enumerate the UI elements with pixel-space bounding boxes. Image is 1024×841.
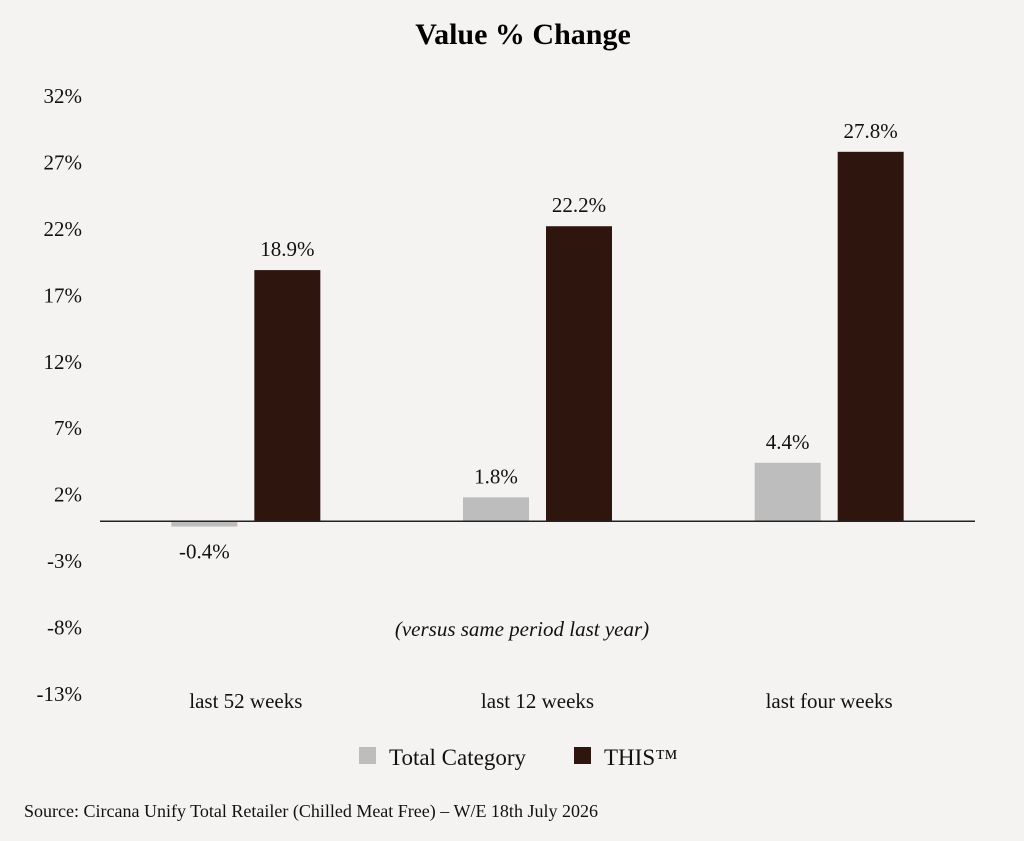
y-tick-label: 7% [54, 416, 82, 440]
bar-total-category-1 [171, 521, 238, 527]
y-tick-label: 12% [44, 350, 83, 374]
category-label: last 12 weeks [481, 689, 594, 713]
source-note: Source: Circana Unify Total Retailer (Ch… [24, 801, 598, 822]
y-tick-label: 2% [54, 483, 82, 507]
bar-total-category-3 [754, 462, 821, 522]
y-tick-label: -3% [47, 549, 82, 573]
data-label: -0.4% [179, 540, 230, 564]
y-tick-label: 27% [44, 150, 83, 174]
category-label: last four weeks [766, 689, 893, 713]
y-tick-label: 22% [44, 217, 83, 241]
data-label: 22.2% [552, 193, 606, 217]
chart-title: Value % Change [415, 18, 631, 51]
y-tick-label: -8% [47, 616, 82, 640]
comparison-note: (versus same period last year) [395, 617, 649, 641]
bar-total-category-2 [463, 497, 529, 522]
legend-swatch-this [574, 747, 591, 764]
legend-swatch-total-category [359, 747, 376, 764]
category-labels: last 52 weeks last 12 weeks last four week… [189, 689, 892, 713]
data-labels-group: -0.4% 18.9% 1.8% 22.2% 4.4% 27.8% [179, 119, 898, 564]
data-label: 4.4% [766, 430, 810, 454]
legend-label-this: THIS™ [604, 745, 678, 770]
data-label: 27.8% [844, 119, 898, 143]
legend-label-total-category: Total Category [389, 745, 526, 770]
y-tick-label: 32% [44, 84, 83, 108]
y-tick-label: -13% [37, 682, 83, 706]
data-label: 1.8% [474, 464, 518, 488]
y-tick-label: 17% [44, 283, 83, 307]
bar-this-1 [254, 270, 321, 522]
category-label: last 52 weeks [189, 689, 302, 713]
y-axis-ticks: 32% 27% 22% 17% 12% 7% 2% -3% -8% -13% [37, 84, 83, 706]
bar-this-2 [546, 226, 612, 522]
bar-this-3 [837, 151, 904, 522]
bars-group [171, 151, 904, 527]
legend: Total Category THIS™ [359, 745, 678, 770]
data-label: 18.9% [260, 237, 314, 261]
